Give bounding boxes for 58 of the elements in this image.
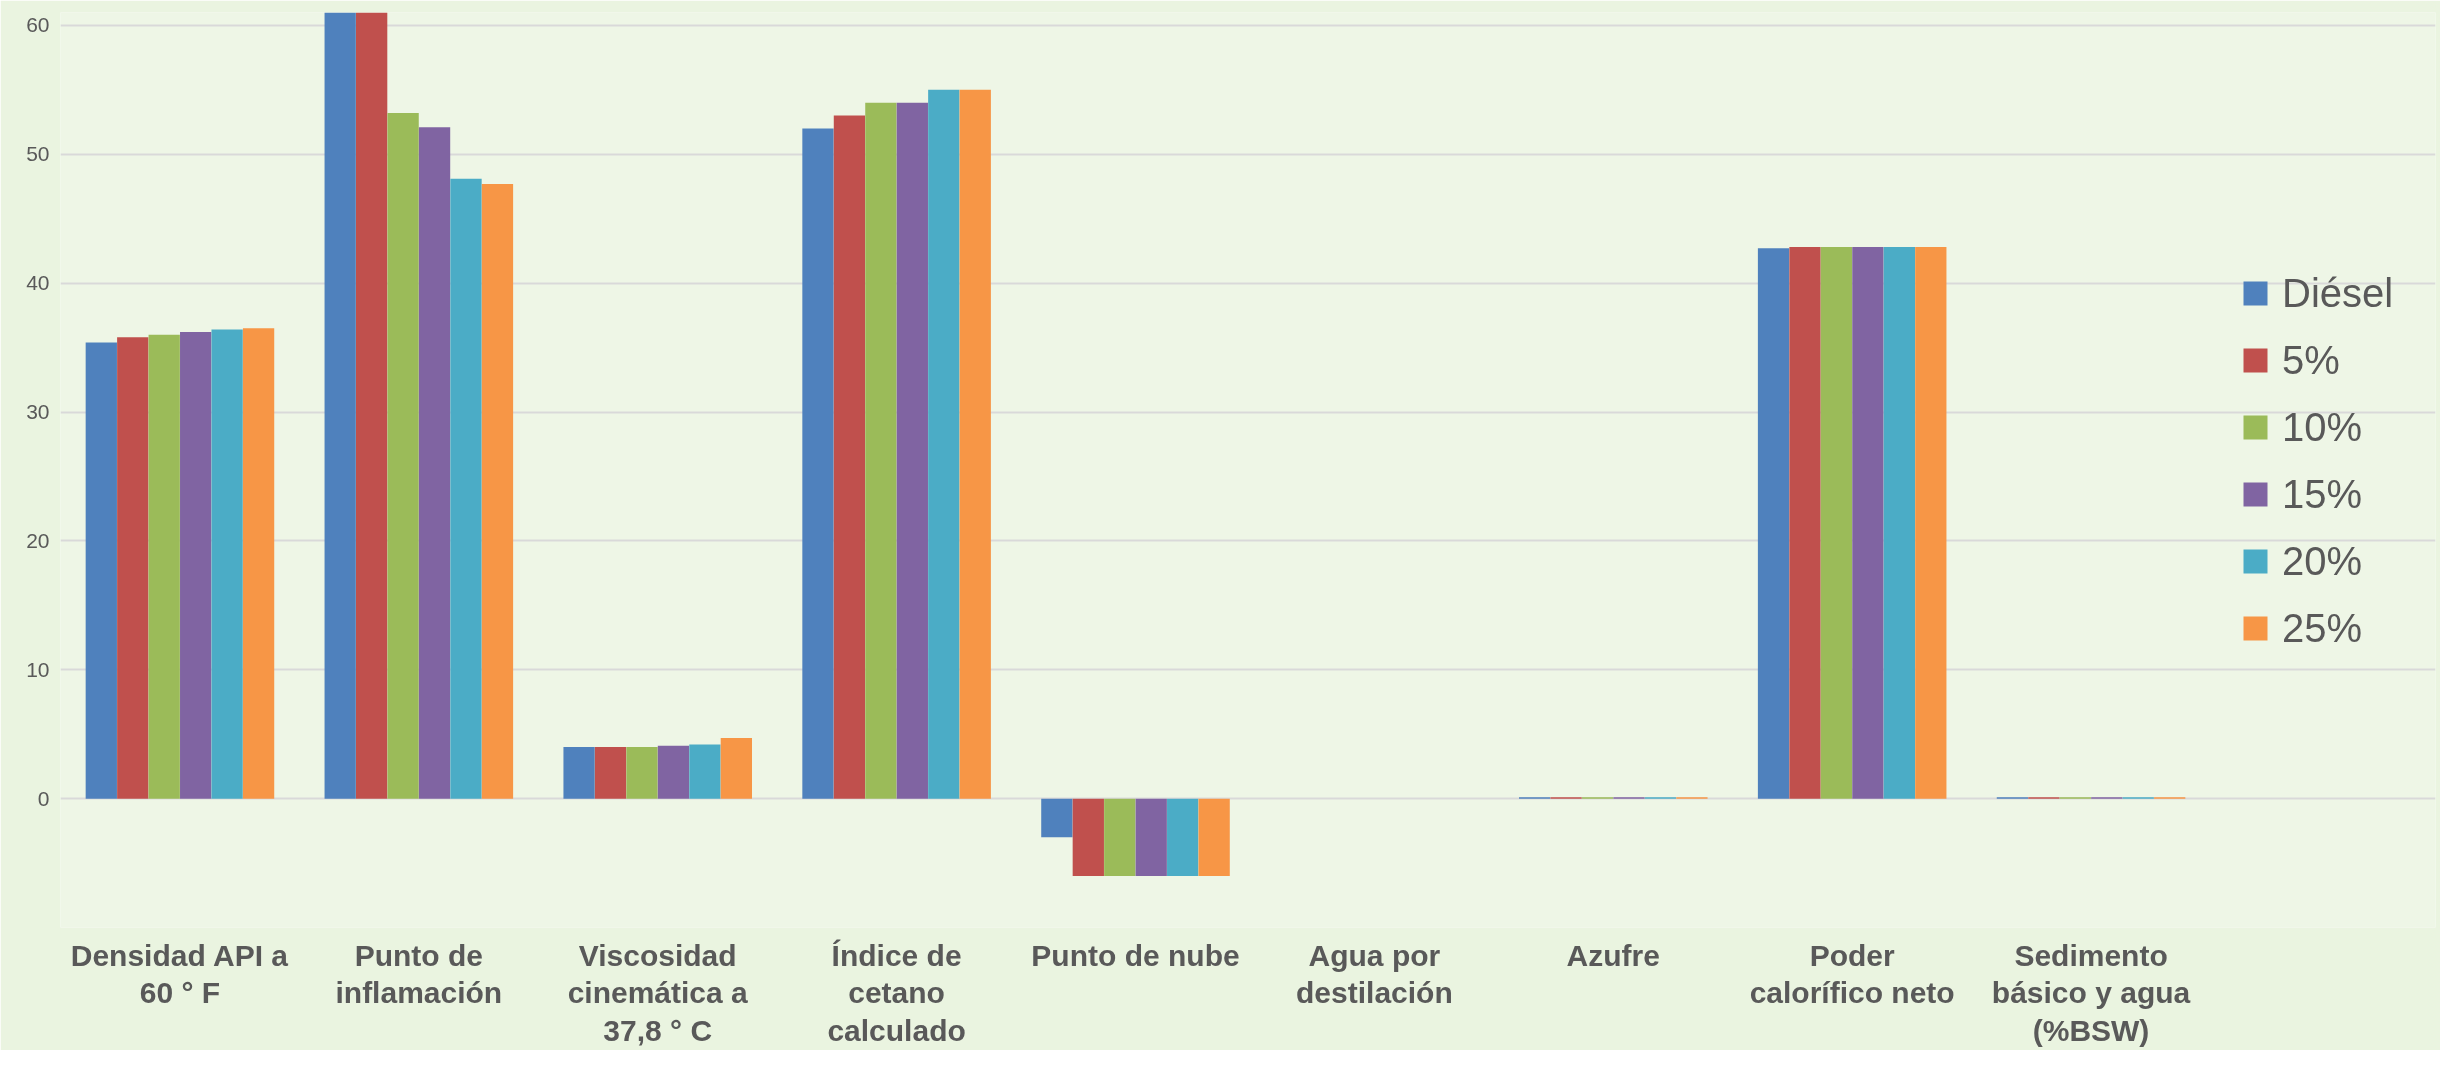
bar — [180, 332, 212, 799]
legend-label: 15% — [2282, 471, 2363, 517]
bar — [481, 183, 514, 799]
bar — [1167, 798, 1199, 876]
legend-label: 10% — [2282, 404, 2363, 450]
bar — [1789, 247, 1821, 799]
bar — [85, 342, 117, 799]
legend-label: Diésel — [2282, 270, 2394, 316]
bar — [1883, 247, 1915, 799]
x-tick-label: Viscosidad cinemática a 37,8 ° C — [567, 938, 749, 1048]
bar — [594, 747, 627, 799]
y-tick-label: 20 — [26, 528, 50, 552]
bar — [802, 128, 834, 799]
y-tick-label: 50 — [26, 142, 50, 166]
y-tick-label: 10 — [26, 657, 50, 681]
y-tick-label: 0 — [37, 786, 50, 810]
bar — [1198, 798, 1230, 876]
legend-label: 20% — [2282, 538, 2363, 584]
bar — [1820, 247, 1853, 799]
bar — [387, 113, 419, 799]
bar — [689, 744, 721, 799]
y-tick-label: 60 — [26, 13, 50, 37]
bar — [418, 127, 451, 799]
bar — [1915, 247, 1947, 799]
bar — [242, 328, 275, 799]
bar — [450, 178, 482, 799]
bar — [928, 89, 960, 799]
x-tick-label: Sedimento básico y agua (%BSW) — [1991, 938, 2191, 1048]
bar — [1041, 798, 1073, 838]
bar — [324, 12, 356, 799]
y-tick-label: 40 — [26, 271, 50, 295]
legend-label: 25% — [2282, 605, 2363, 651]
legend-label: 5% — [2282, 337, 2340, 383]
bar — [1757, 248, 1790, 799]
bar — [211, 329, 243, 799]
bar — [896, 102, 928, 799]
bar — [959, 89, 991, 799]
x-tick-label: Densidad API a 60 ° F — [70, 938, 289, 1010]
bar — [865, 102, 897, 799]
y-tick-label: 30 — [26, 400, 50, 424]
x-tick-label: Índice de cetano calculado — [827, 938, 966, 1048]
bar — [1135, 798, 1167, 876]
x-tick-label: Punto de inflamación — [335, 938, 503, 1010]
x-tick-label: Azufre — [1566, 938, 1660, 972]
x-tick-label: Punto de nube — [1031, 938, 1240, 972]
bar — [657, 745, 690, 799]
bar — [117, 337, 149, 799]
x-tick-label: Poder calorífico neto — [1749, 938, 1955, 1010]
bar — [1104, 798, 1136, 876]
bar — [626, 747, 658, 799]
bar — [720, 738, 752, 799]
bar — [356, 12, 388, 799]
bar — [833, 115, 866, 799]
bar — [148, 334, 180, 799]
bar — [1852, 247, 1884, 799]
x-tick-label: Agua por destilación — [1296, 938, 1453, 1010]
bar — [563, 747, 595, 799]
bar — [1072, 798, 1104, 876]
